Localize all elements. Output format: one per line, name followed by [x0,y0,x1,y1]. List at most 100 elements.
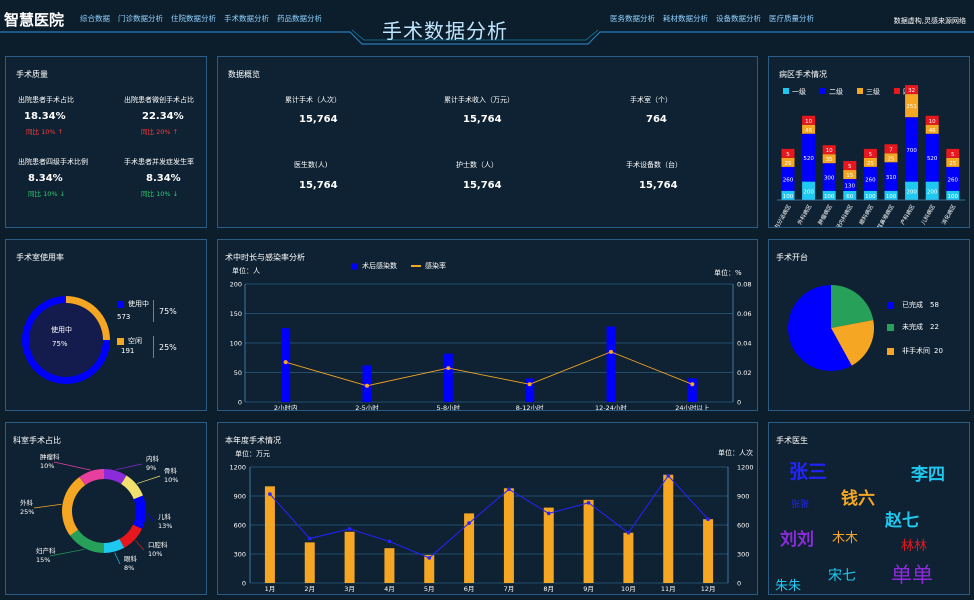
y-tick-label-right: 900 [737,493,749,501]
dept-arc [119,524,143,548]
doctor-name[interactable]: 刘刘 [780,530,814,550]
legend-swatch [117,300,124,308]
pie-slice [831,285,874,328]
bar-value-label: 251 [906,104,917,110]
bar [687,378,697,402]
quality-label-1: 出院患者手术占比 [18,96,74,104]
y-tick-label-right: 0.04 [737,340,751,348]
stack-bar-segment [802,124,816,134]
x-tick-label: 10月 [621,585,636,593]
stack-bar-segment [781,157,795,167]
stack-bar-segment [884,162,898,191]
dept-pct: 10% [40,462,54,470]
legend-swatch [351,262,358,270]
label-leader [53,461,91,471]
y-tick-label-left: 100 [230,340,242,348]
doctor-name[interactable]: 单单 [891,563,933,587]
brand-title: 智慧医院 [4,11,65,29]
nav-item-overview[interactable]: 综合数据 [80,14,110,23]
stack-bar-segment [946,157,960,167]
doctor-name[interactable]: 李四 [911,465,945,485]
category-tick-label: 消化病区 [940,203,958,226]
nav-item-surgery[interactable]: 手术数据分析 [224,14,269,23]
y-tick-label-left: 600 [234,522,246,530]
doctor-name[interactable]: 钱六 [841,489,875,509]
header: 智慧医院 综合数据 门诊数据分析 住院数据分析 手术数据分析 药品数据分析 手术… [0,0,974,45]
doctor-name[interactable]: 林林 [901,539,928,554]
nav-item-medical[interactable]: 医务数据分析 [610,14,655,23]
legend-swatch [820,88,826,94]
category-tick-label: 肿瘤病区 [816,203,834,226]
legend-swatch [117,337,124,345]
dept-arc [104,539,125,553]
stack-bar-segment [843,161,857,171]
dept-label: 外科 [20,498,34,507]
annual-unit-left: 单位：万元 [235,450,270,458]
overview-value-2: 15,764 [463,114,502,125]
stack-bar-segment [802,133,816,182]
quality-label-2: 出院患者微创手术占比 [124,96,194,104]
overview-value-3: 764 [646,114,667,125]
stack-bar-segment [884,190,898,200]
room-usage-title: 手术室使用率 [16,253,64,262]
doctor-name[interactable]: 张三 [789,461,828,483]
bar-value-label: 300 [824,176,835,182]
bar [525,378,535,402]
line-point [706,517,710,521]
nav-item-inpatient[interactable]: 住院数据分析 [171,14,216,23]
legend-swatch [411,265,421,267]
nav-item-equipment[interactable]: 设备数据分析 [716,14,761,23]
platform-title: 手术开台 [776,253,808,262]
doctor-name[interactable]: 宋七 [828,568,856,584]
overview-label-6: 手术设备数（台） [626,161,682,169]
nav-item-quality[interactable]: 医疗质量分析 [769,14,814,23]
bar-value-label: 25 [888,156,895,162]
doctor-name[interactable]: 张张 [791,500,810,510]
bar-value-label: 100 [824,194,835,200]
bar-value-label: 35 [826,157,833,163]
doctor-name[interactable]: 赵七 [885,511,919,531]
bar [443,353,453,402]
y-tick-label-right: 0.02 [737,369,751,377]
overview-value-6: 15,764 [639,180,678,191]
overview-label-4: 医生数(人) [294,161,328,169]
bar-value-label: 260 [948,177,959,183]
y-tick-label-left: 50 [234,369,242,377]
stack-bar-segment [925,124,939,134]
quality-change-4: 同比 10% ↓ [141,190,179,198]
dept-pct: 9% [146,464,156,472]
x-tick-label: 3月 [344,585,355,593]
doctor-name[interactable]: 木木 [832,531,859,546]
trend-line [269,474,709,559]
stack-bar-segment [822,154,836,164]
dept-arc [121,475,144,500]
dept-pct: 25% [20,508,34,516]
duration-unit-right: 单位：% [714,269,742,277]
quality-panel: 手术质量 出院患者手术占比 18.34% 同比 10% ↑ 出院患者微创手术占比… [5,56,207,228]
bar-value-label: 10 [805,119,812,125]
doctor-name[interactable]: 朱朱 [775,579,802,594]
bar-value-label: 200 [927,189,938,195]
legend-label: 一级 [792,87,806,96]
bar-value-label: 46 [929,128,936,134]
x-tick-label: 12月 [701,585,716,593]
quality-value-2: 22.34% [142,111,184,122]
overview-value-4: 15,764 [299,180,338,191]
dept-pct: 15% [36,556,50,564]
dept-label: 眼科 [124,554,138,563]
x-tick-label: 2小时内 [274,403,298,410]
usage-divider [153,336,154,358]
y-tick-label-left: 1200 [229,464,246,472]
bar-value-label: 520 [927,156,938,162]
x-tick-label: 9月 [583,585,594,593]
doctors-panel: 手术医生 张三 李四 钱六 赵七 刘刘 木木 林林 宋七 单单 朱朱 张张 [768,422,970,595]
stack-bar-segment [843,170,857,180]
nav-item-outpatient[interactable]: 门诊数据分析 [118,14,163,23]
nav-item-drug[interactable]: 药品数据分析 [277,14,322,23]
nav-item-consumables[interactable]: 耗材数据分析 [663,14,708,23]
quality-change-2: 同比 20% ↑ [141,128,179,136]
stack-bar-segment [781,166,795,191]
dept-arc [104,469,127,484]
dept-label: 儿科 [158,512,172,521]
dept-surgery-title: 病区手术情况 [779,70,827,79]
